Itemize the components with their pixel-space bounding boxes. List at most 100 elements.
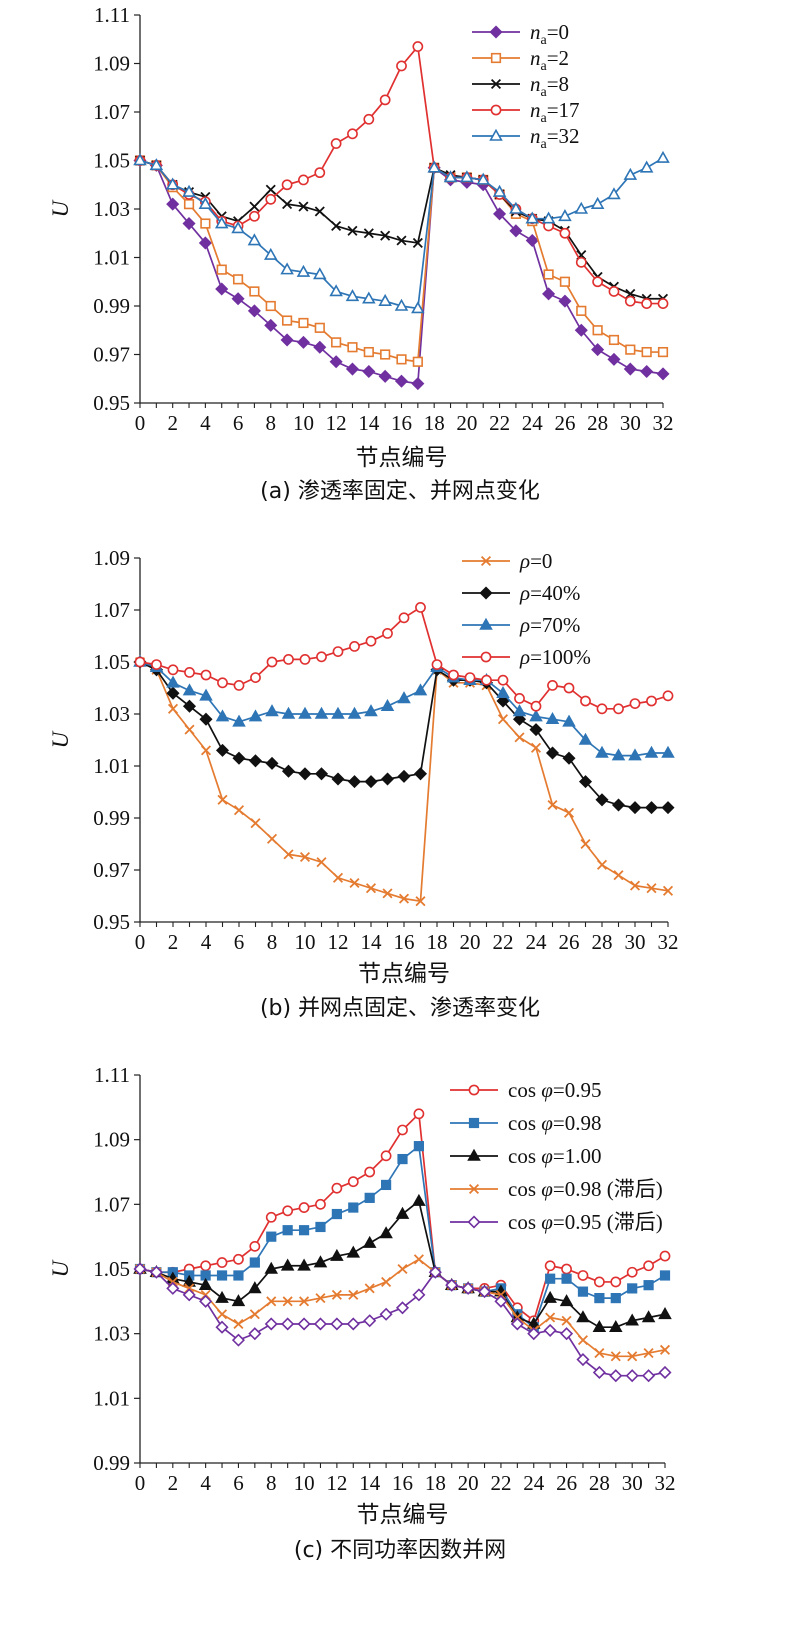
panel-caption: (a) 渗透率固定、并网点变化 [260,479,540,504]
data-point [296,335,310,349]
y-axis-label: U [48,1259,73,1277]
y-tick-label: 0.99 [93,294,130,318]
x-tick-label: 18 [427,930,448,954]
legend-value: =17 [547,98,580,122]
data-point [448,669,459,681]
data-point [643,1348,654,1359]
data-point [658,1307,672,1320]
x-tick-label: 30 [622,1471,643,1495]
data-point [365,883,377,894]
legend-label: cos φ=1.00 [508,1144,601,1168]
legend-value: =0 [547,20,569,44]
legend-entry-1: na=2 [472,46,569,74]
legend-entry-0: ρ=0 [462,549,552,573]
data-point [379,1307,393,1321]
data-point [363,228,374,239]
data-point [381,1276,392,1287]
data-point [215,743,230,757]
data-point [348,1289,359,1300]
data-point [661,745,675,758]
legend-entry-3: ρ=100% [462,645,591,669]
data-point [379,1226,393,1239]
data-point [182,1288,196,1302]
data-point [413,683,428,696]
data-point [316,857,327,868]
legend-var: n [530,20,541,44]
data-point [413,767,428,781]
legend-marker [479,617,493,630]
legend-prefix: cos [508,1177,541,1201]
legend-label: cos φ=0.98 (滞后) [508,1177,663,1201]
y-tick-label: 1.01 [93,246,130,270]
data-point [640,364,654,379]
x-tick-label: 2 [167,411,178,435]
legend-var: n [530,124,541,148]
data-point [397,691,411,704]
data-point [298,767,312,781]
data-point [365,635,377,647]
data-point [545,746,560,760]
data-point [427,160,441,173]
data-point [347,1176,359,1188]
data-point [493,207,507,221]
x-tick-label: 24 [522,411,544,435]
data-point [331,220,342,232]
data-point [216,1309,228,1320]
data-point [133,1262,147,1276]
data-point [563,682,575,694]
data-point [215,282,229,296]
series-2 [133,654,675,761]
legend-entry-3: cos φ=0.98 (滞后) [450,1177,663,1201]
data-point [662,690,674,702]
x-tick-label: 2 [168,1471,179,1495]
data-point [297,1258,311,1271]
data-point [562,751,576,765]
data-point [362,291,376,304]
y-tick-label: 1.05 [93,650,130,674]
data-point [646,883,657,894]
legend-marker [480,651,492,663]
data-point [184,667,195,678]
legend-value: =0.95 [553,1078,602,1102]
legend-value: =1.00 [553,1144,602,1168]
data-point [233,1318,244,1330]
panel-caption: (b) 并网点固定、渗透率变化 [260,996,540,1021]
legend-prefix: cos [508,1210,541,1234]
data-point [314,322,325,333]
data-point [265,193,277,205]
data-point [347,775,362,789]
x-tick-label: 16 [391,411,412,435]
x-tick-label: 12 [326,411,347,435]
data-point [198,236,212,250]
x-tick-label: 32 [658,930,679,954]
data-point [166,675,180,688]
data-point [596,703,608,715]
series-1 [134,155,669,367]
data-point [413,1254,424,1265]
x-tick-label: 32 [655,1471,676,1495]
data-point [347,128,358,140]
data-point [415,896,426,907]
data-point [329,284,343,297]
data-point [594,1348,605,1359]
data-point [659,1250,671,1262]
data-point [349,877,360,889]
data-point [216,1270,228,1281]
data-point [657,346,669,358]
data-point [364,1283,375,1294]
data-point [149,158,164,171]
data-point [494,1294,508,1308]
data-point [529,709,543,722]
legend-sub: a [541,111,548,126]
data-point [596,859,608,870]
data-point [151,659,162,670]
data-point [199,688,213,701]
y-tick-label: 0.99 [93,1451,130,1475]
legend-value: =0.98 (滞后) [553,1177,663,1201]
data-point [315,1293,326,1304]
x-tick-label: 32 [653,411,674,435]
data-point [646,695,657,707]
data-point [610,1351,621,1362]
data-point [249,1309,260,1320]
legend-value: =2 [547,46,569,70]
